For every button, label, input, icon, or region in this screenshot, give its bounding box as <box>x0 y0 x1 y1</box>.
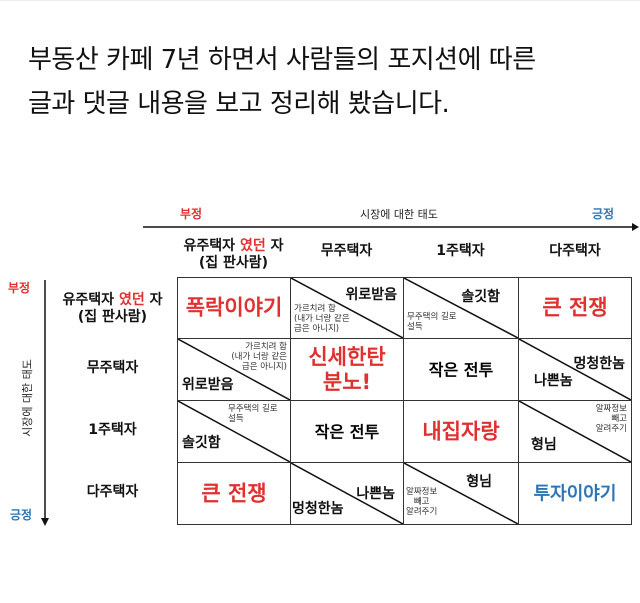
cell-text: 투자이야기 <box>533 483 617 504</box>
cell-text: 큰 전쟁 <box>201 481 267 505</box>
cell-text: 큰 전쟁 <box>542 295 608 320</box>
cell-text: 작은 전투 <box>314 422 380 441</box>
top-axis-positive: 긍정 <box>592 207 615 221</box>
cell-r3c1: 나쁜놈 멍청한놈 <box>290 462 404 525</box>
cell-r1c1: 신세한탄 분노! <box>290 338 404 401</box>
row-header-former-owner: 유주택자 였던 자 (집 판사람) <box>62 292 163 325</box>
cell-r0c3: 큰 전쟁 <box>518 277 632 339</box>
diagonal-line <box>519 401 631 462</box>
upper-text: 무주택의 길로 설득 <box>228 404 278 424</box>
title-line-2: 글과 댓글 내용을 보고 정리해 봤습니다. <box>28 89 450 119</box>
diagonal-line <box>178 339 290 400</box>
col-header-former-owner: 유주택자 였던 자 (집 판사람) <box>183 238 284 271</box>
cell-r1c0: 가르치려 함 (내가 너랑 같은 급은 아니지) 위로받음 <box>177 338 291 401</box>
upper-text: 알짜정보 빼고 알려주기 <box>595 404 627 434</box>
cell-text: 신세한탄 분노! <box>308 344 386 394</box>
cell-r2c3: 알짜정보 빼고 알려주기 형님 <box>518 400 632 463</box>
left-axis-label: 시장에 대한 태도 <box>21 359 34 437</box>
post-title: 부동산 카페 7년 하면서 사람들의 포지션에 따른 글과 댓글 내용을 보고 … <box>28 38 536 126</box>
title-line-1: 부동산 카페 7년 하면서 사람들의 포지션에 따른 <box>28 45 536 75</box>
row-header-multi-house: 다주택자 <box>86 484 139 500</box>
lower-text: 나쁜놈 <box>534 373 573 389</box>
lower-text: 솔깃함 <box>182 435 221 451</box>
lower-text: 형님 <box>531 437 557 453</box>
lower-text: 가르치려 함 (내가 너랑 같은 급은 아니지) <box>294 304 350 334</box>
cell-r1c2: 작은 전투 <box>403 338 519 401</box>
upper-text: 나쁜놈 <box>356 486 395 502</box>
col-header-no-house: 무주택자 <box>320 243 373 259</box>
lower-text: 멍청한놈 <box>292 501 344 517</box>
diagonal-line <box>178 401 290 462</box>
diagonal-line <box>291 463 403 524</box>
col-header-multi-house: 다주택자 <box>549 243 601 259</box>
row-header-one-house: 1주택자 <box>88 422 137 438</box>
top-axis-negative: 부정 <box>180 207 203 221</box>
cell-r1c3: 멍청한놈 나쁜놈 <box>518 338 632 401</box>
lower-text: 무주택의 길로 설득 <box>407 312 457 332</box>
lower-text: 알짜정보 빼고 알려주기 <box>406 487 438 517</box>
cell-r2c1: 작은 전투 <box>290 400 404 463</box>
diagonal-line <box>291 278 403 338</box>
cell-r3c2: 형님 알짜정보 빼고 알려주기 <box>403 462 519 525</box>
cell-r0c1: 위로받음 가르치려 함 (내가 너랑 같은 급은 아니지) <box>290 277 404 339</box>
cell-r3c3: 투자이야기 <box>518 462 632 525</box>
cell-r2c0: 무주택의 길로 설득 솔깃함 <box>177 400 291 463</box>
cell-text: 작은 전투 <box>428 360 494 379</box>
col-header-one-house: 1주택자 <box>436 243 485 259</box>
cell-r0c2: 솔깃함 무주택의 길로 설득 <box>403 277 519 339</box>
cell-text: 폭락이야기 <box>185 295 283 320</box>
upper-text: 형님 <box>466 474 492 490</box>
left-axis-positive: 긍정 <box>10 508 33 522</box>
row-header-no-house: 무주택자 <box>86 360 139 376</box>
cell-r2c2: 내집자랑 <box>403 400 519 463</box>
upper-text: 솔깃함 <box>461 289 500 305</box>
left-axis-negative: 부정 <box>8 281 31 295</box>
top-axis-label: 시장에 대한 태도 <box>360 208 438 221</box>
cell-r0c0: 폭락이야기 <box>177 277 291 339</box>
cell-text: 내집자랑 <box>422 419 500 443</box>
matrix-table: 폭락이야기 위로받음 가르치려 함 (내가 너랑 같은 급은 아니지) 솔깃함 무주… <box>177 277 632 525</box>
upper-text: 위로받음 <box>345 287 397 303</box>
upper-text: 멍청한놈 <box>573 356 625 372</box>
top-divider <box>0 0 640 7</box>
top-axis-arrow <box>143 223 639 231</box>
cell-r3c0: 큰 전쟁 <box>177 462 291 525</box>
left-axis-arrow <box>41 280 49 526</box>
diagonal-line <box>519 339 631 400</box>
upper-text: 가르치려 함 (내가 너랑 같은 급은 아니지) <box>231 342 287 372</box>
diagonal-line <box>404 278 518 338</box>
lower-text: 위로받음 <box>182 377 234 393</box>
diagonal-line <box>404 463 518 524</box>
